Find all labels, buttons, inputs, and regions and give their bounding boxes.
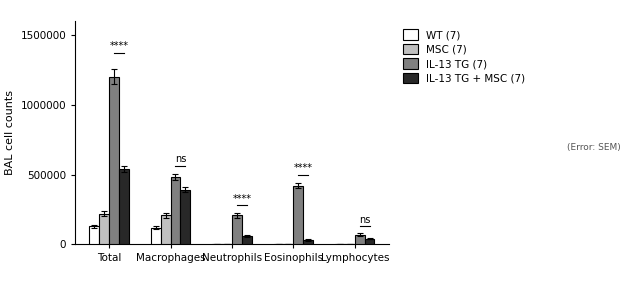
Text: ****: **** <box>293 163 313 173</box>
Bar <box>99 214 109 244</box>
Bar <box>232 215 242 244</box>
Bar <box>171 177 181 244</box>
Bar <box>303 240 313 244</box>
Text: ****: **** <box>233 194 251 204</box>
Bar <box>161 215 171 244</box>
Bar <box>293 186 303 244</box>
Bar <box>109 77 119 244</box>
Y-axis label: BAL cell counts: BAL cell counts <box>5 90 15 175</box>
Bar <box>119 169 129 244</box>
Bar <box>242 236 251 244</box>
Bar <box>151 228 161 244</box>
Bar <box>181 190 190 244</box>
Bar <box>355 235 365 244</box>
Text: (Error: SEM): (Error: SEM) <box>567 143 621 152</box>
Text: ****: **** <box>110 41 129 51</box>
Bar <box>90 226 99 244</box>
Bar <box>365 239 374 244</box>
Legend: WT (7), MSC (7), IL-13 TG (7), IL-13 TG + MSC (7): WT (7), MSC (7), IL-13 TG (7), IL-13 TG … <box>400 26 529 87</box>
Text: ns: ns <box>359 215 371 224</box>
Text: ns: ns <box>175 154 186 164</box>
